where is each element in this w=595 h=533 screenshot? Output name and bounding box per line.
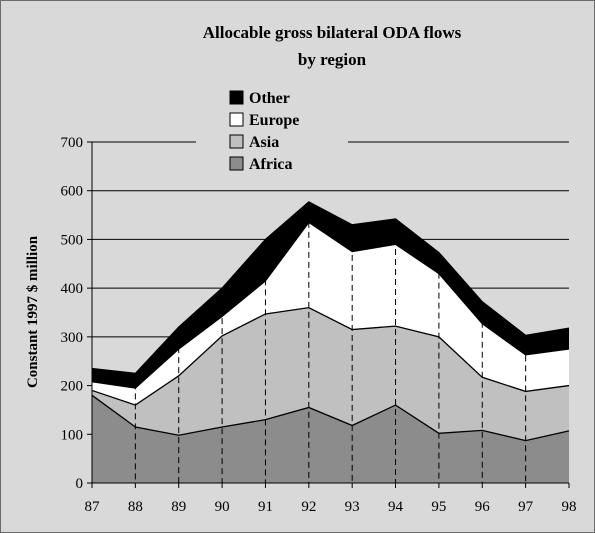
legend-swatch-europe (229, 112, 244, 127)
legend-label-other: Other (249, 90, 290, 107)
x-tick-label-94: 94 (388, 499, 404, 515)
area-africa (92, 395, 569, 483)
line-africa (91, 394, 570, 442)
line-other (91, 201, 570, 375)
chart-title-line-1: Allocable gross bilateral ODA flows (203, 23, 462, 42)
x-tick-label-97: 97 (518, 499, 534, 515)
y-tick-label-700: 700 (61, 135, 84, 151)
line-europe (91, 221, 570, 389)
stacked-areas (91, 201, 570, 483)
x-tick-label-98: 98 (562, 499, 577, 515)
x-tick-label-87: 87 (85, 499, 101, 515)
y-tick-label-500: 500 (61, 232, 84, 248)
year-dashed-lines (134, 201, 527, 483)
legend-label-africa: Africa (249, 156, 293, 173)
y-tick-label-0: 0 (76, 476, 84, 492)
line-asia (91, 306, 570, 406)
legend: Other Europe Asia Africa (196, 87, 348, 182)
y-tick-label-200: 200 (61, 379, 84, 395)
legend-label-europe: Europe (249, 112, 299, 129)
area-asia (92, 307, 569, 441)
y-tick-label-600: 600 (61, 184, 84, 200)
legend-swatch-other (229, 90, 244, 105)
legend-swatch-africa (229, 156, 244, 171)
x-tick-label-88: 88 (128, 499, 143, 515)
x-tick-label-92: 92 (301, 499, 316, 515)
x-tick-label-93: 93 (345, 499, 360, 515)
y-tick-label-100: 100 (61, 427, 84, 443)
x-tick-label-90: 90 (215, 499, 230, 515)
legend-swatch-asia (229, 134, 244, 149)
chart-title-line-2: by region (298, 50, 367, 69)
y-axis-label: Constant 1997 $ million (25, 235, 41, 388)
x-tick-label-96: 96 (475, 499, 491, 515)
axes (87, 141, 570, 488)
x-tick-label-91: 91 (258, 499, 273, 515)
legend-label-asia: Asia (249, 134, 279, 151)
y-tick-label-300: 300 (61, 330, 84, 346)
x-tick-label-95: 95 (431, 499, 446, 515)
x-tick-label-89: 89 (171, 499, 186, 515)
legend-background (196, 87, 348, 182)
y-tick-label-400: 400 (61, 281, 84, 297)
area-europe (92, 222, 569, 406)
x-tick-labels: 87 88 89 90 91 92 93 94 95 96 97 98 (85, 499, 577, 515)
y-tick-labels: 0 100 200 300 400 500 600 700 (61, 135, 84, 492)
